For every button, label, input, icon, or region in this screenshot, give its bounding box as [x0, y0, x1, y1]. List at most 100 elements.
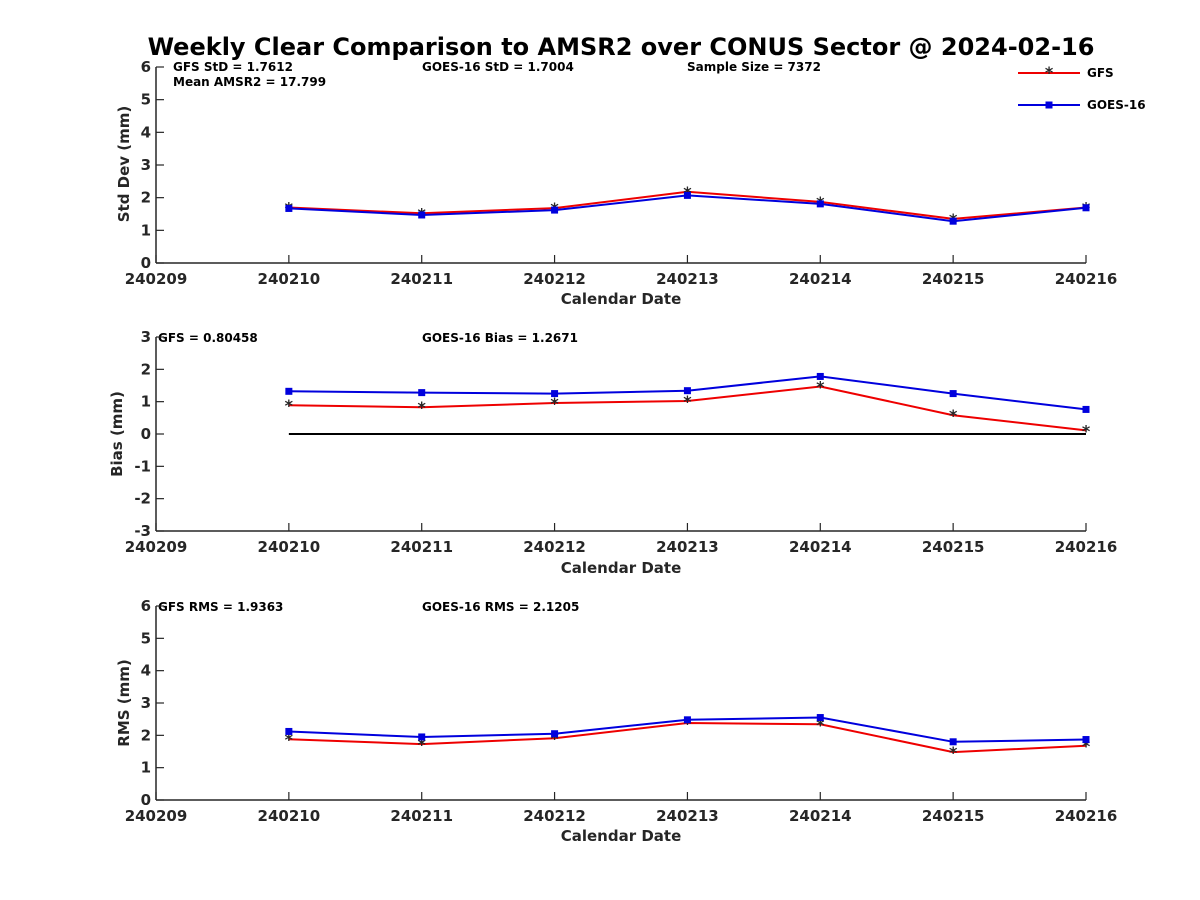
gfs-data-point: *	[285, 730, 294, 749]
goes-data-point	[285, 204, 293, 212]
gfs-data-point: *	[550, 729, 559, 748]
y-tick-label: 3	[141, 156, 151, 174]
legend-goes-marker	[1045, 101, 1053, 109]
y-axis-label: Bias (mm)	[108, 391, 126, 477]
goes-data-point	[1082, 405, 1090, 413]
std-dev-panel: GFS StD = 1.7612 GOES-16 StD = 1.7004 Sa…	[115, 58, 1117, 308]
goes-data-point	[949, 217, 957, 225]
bias-panel: GFS = 0.80458 GOES-16 Bias = 1.2671 Cale…	[108, 328, 1117, 577]
x-tick-label: 240212	[523, 807, 586, 825]
gfs-rms-stat: GFS RMS = 1.9363	[158, 600, 283, 614]
chart-title: Weekly Clear Comparison to AMSR2 over CO…	[148, 33, 1095, 61]
y-tick-label: 2	[141, 189, 151, 207]
x-tick-label: 240215	[922, 270, 985, 288]
gfs-data-point: *	[949, 743, 958, 762]
x-tick-label: 240214	[789, 807, 852, 825]
y-tick-label: 3	[141, 328, 151, 346]
y-tick-label: -3	[134, 522, 151, 540]
goes-data-point	[683, 191, 691, 199]
sample-size-stat: Sample Size = 7372	[687, 60, 821, 74]
goes-data-point	[683, 716, 691, 724]
y-tick-label: 6	[141, 58, 151, 76]
x-tick-label: 240212	[523, 270, 586, 288]
goes-data-point	[949, 738, 957, 746]
gfs-data-point: *	[1082, 737, 1091, 756]
y-tick-label: 0	[141, 425, 151, 443]
x-tick-label: 240213	[656, 807, 719, 825]
goes-data-point	[816, 200, 824, 208]
x-tick-label: 240215	[922, 807, 985, 825]
gfs-data-point: *	[285, 396, 294, 415]
gfs-data-point: *	[418, 398, 427, 417]
goes-data-point	[949, 390, 957, 398]
gfs-series-line	[288, 385, 1087, 432]
x-tick-label: 240209	[125, 538, 188, 556]
goes-data-point	[418, 211, 426, 219]
y-tick-label: 0	[141, 254, 151, 272]
gfs-data-point: *	[418, 735, 427, 754]
goes-data-point	[285, 727, 293, 735]
x-tick-label: 240210	[258, 807, 321, 825]
y-tick-label: 6	[141, 597, 151, 615]
legend-goes-label: GOES-16	[1087, 98, 1146, 112]
x-axis-label: Calendar Date	[561, 827, 682, 845]
x-tick-label: 240214	[789, 538, 852, 556]
goes-data-point	[816, 714, 824, 722]
goes-data-point	[418, 389, 426, 397]
x-axis-label: Calendar Date	[561, 559, 682, 577]
x-axis-label: Calendar Date	[561, 290, 682, 308]
legend: * GFS GOES-16	[1018, 63, 1146, 112]
y-tick-label: 1	[141, 393, 151, 411]
goes-data-point	[683, 387, 691, 395]
y-tick-label: -2	[134, 490, 151, 508]
y-axis-label: RMS (mm)	[115, 659, 133, 746]
x-tick-label: 240214	[789, 270, 852, 288]
goes-bias-stat: GOES-16 Bias = 1.2671	[422, 331, 578, 345]
x-tick-label: 240209	[125, 807, 188, 825]
gfs-bias-stat: GFS = 0.80458	[158, 331, 258, 345]
goes-data-point	[551, 730, 559, 738]
y-tick-label: 4	[141, 123, 151, 141]
gfs-data-point: *	[1082, 421, 1091, 440]
goes-std-stat: GOES-16 StD = 1.7004	[422, 60, 574, 74]
goes-data-point	[551, 390, 559, 398]
x-tick-label: 240213	[656, 270, 719, 288]
goes-data-point	[285, 387, 293, 395]
goes-rms-stat: GOES-16 RMS = 2.1205	[422, 600, 579, 614]
y-tick-label: 5	[141, 629, 151, 647]
mean-amsr2-stat: Mean AMSR2 = 17.799	[173, 75, 326, 89]
goes-data-point	[1082, 204, 1090, 212]
legend-gfs-label: GFS	[1087, 66, 1114, 80]
x-tick-label: 240211	[390, 270, 453, 288]
y-tick-label: 2	[141, 726, 151, 744]
x-tick-label: 240216	[1055, 538, 1118, 556]
legend-gfs-marker: *	[1045, 63, 1054, 82]
y-tick-label: 2	[141, 360, 151, 378]
y-tick-label: 5	[141, 91, 151, 109]
x-tick-label: 240209	[125, 270, 188, 288]
y-tick-label: 0	[141, 791, 151, 809]
x-tick-label: 240212	[523, 538, 586, 556]
gfs-data-point: *	[550, 394, 559, 413]
goes-data-point	[1082, 736, 1090, 744]
gfs-data-point: *	[816, 715, 825, 734]
x-tick-label: 240215	[922, 538, 985, 556]
x-tick-label: 240211	[390, 538, 453, 556]
x-tick-label: 240210	[258, 538, 321, 556]
gfs-data-point: *	[816, 377, 825, 396]
x-tick-label: 240216	[1055, 807, 1118, 825]
rms-panel: GFS RMS = 1.9363 GOES-16 RMS = 2.1205 Ca…	[115, 597, 1117, 845]
goes-data-point	[551, 206, 559, 214]
goes-data-point	[816, 372, 824, 380]
y-tick-label: 3	[141, 694, 151, 712]
gfs-std-stat: GFS StD = 1.7612	[173, 60, 293, 74]
goes-data-point	[418, 733, 426, 741]
y-tick-label: 1	[141, 759, 151, 777]
x-tick-label: 240213	[656, 538, 719, 556]
gfs-data-point: *	[683, 392, 692, 411]
x-tick-label: 240210	[258, 270, 321, 288]
y-axis-label: Std Dev (mm)	[115, 106, 133, 223]
y-tick-label: 4	[141, 662, 151, 680]
x-tick-label: 240216	[1055, 270, 1118, 288]
